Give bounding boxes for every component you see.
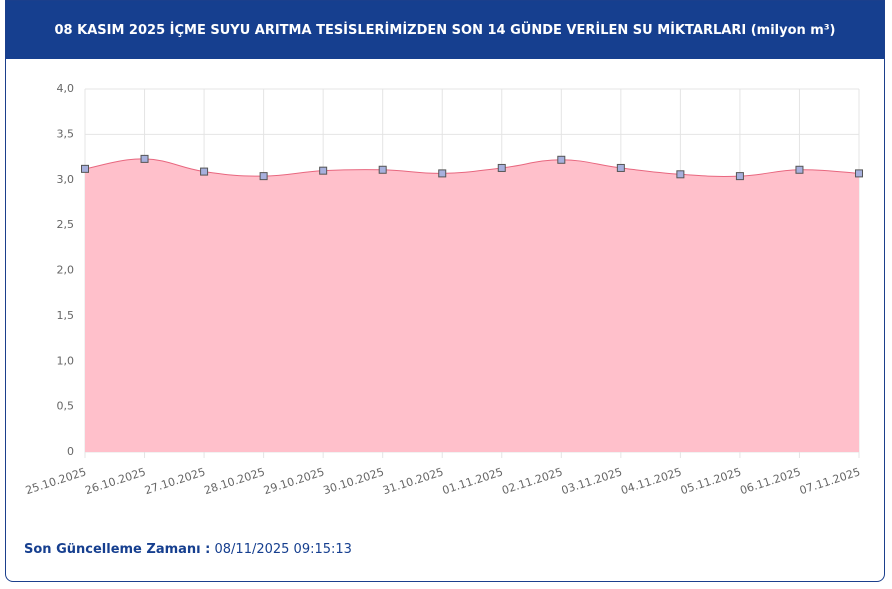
x-tick-label: 02.11.2025 [500, 465, 564, 497]
x-tick-label: 26.10.2025 [83, 465, 147, 497]
point [795, 165, 804, 174]
y-tick-label: 0,5 [57, 400, 75, 413]
x-tick-label: 31.10.2025 [381, 465, 445, 497]
point [497, 163, 506, 172]
point [378, 165, 387, 174]
x-tick-label: 28.10.2025 [203, 465, 267, 497]
point [438, 169, 447, 178]
point [616, 163, 625, 172]
point [319, 166, 328, 175]
footer-label: Son Güncelleme Zamanı : [24, 542, 211, 557]
point [200, 167, 209, 176]
footer: Son Güncelleme Zamanı : 08/11/2025 09:15… [24, 542, 352, 557]
y-tick-label: 2,0 [57, 264, 75, 277]
point [259, 172, 268, 181]
chart: 0 0,5 1,0 1,5 2,0 2,5 3,0 3,5 4,0 25.10.202526.10… [24, 82, 863, 497]
x-tick-label: 07.11.2025 [798, 465, 862, 497]
point [735, 172, 744, 181]
area [85, 158, 859, 453]
x-tick-label: 29.10.2025 [262, 465, 326, 497]
x-tick-label: 30.10.2025 [322, 465, 386, 497]
y-tick-label: 4,0 [57, 82, 75, 95]
x-tick-label: 27.10.2025 [143, 465, 207, 497]
x-tick-label: 05.11.2025 [679, 465, 743, 497]
y-tick-label: 3,0 [57, 173, 75, 186]
x-tick-label: 01.11.2025 [441, 465, 505, 497]
point [676, 170, 685, 179]
footer-value: 08/11/2025 09:15:13 [214, 542, 352, 557]
point [140, 154, 149, 163]
point [557, 155, 566, 164]
x-tick-label: 04.11.2025 [619, 465, 683, 497]
point [855, 169, 863, 178]
y-tick-label: 0 [67, 445, 74, 458]
point [81, 164, 89, 173]
y-tick-label: 3,5 [57, 127, 75, 140]
panel: 08 KASIM 2025 İÇME SUYU ARITMA TESİSLERİ… [5, 0, 885, 582]
y-tick-label: 2,5 [57, 218, 75, 231]
line [84, 158, 860, 177]
y-tick-label: 1,5 [57, 309, 75, 322]
y-tick-label: 1,0 [57, 354, 75, 367]
chart-title: 08 KASIM 2025 İÇME SUYU ARITMA TESİSLERİ… [54, 22, 836, 38]
x-tick-label: 25.10.2025 [24, 465, 88, 497]
x-tick-label: 03.11.2025 [560, 465, 624, 497]
header: 08 KASIM 2025 İÇME SUYU ARITMA TESİSLERİ… [6, 1, 884, 59]
x-tick-label: 06.11.2025 [738, 465, 802, 497]
